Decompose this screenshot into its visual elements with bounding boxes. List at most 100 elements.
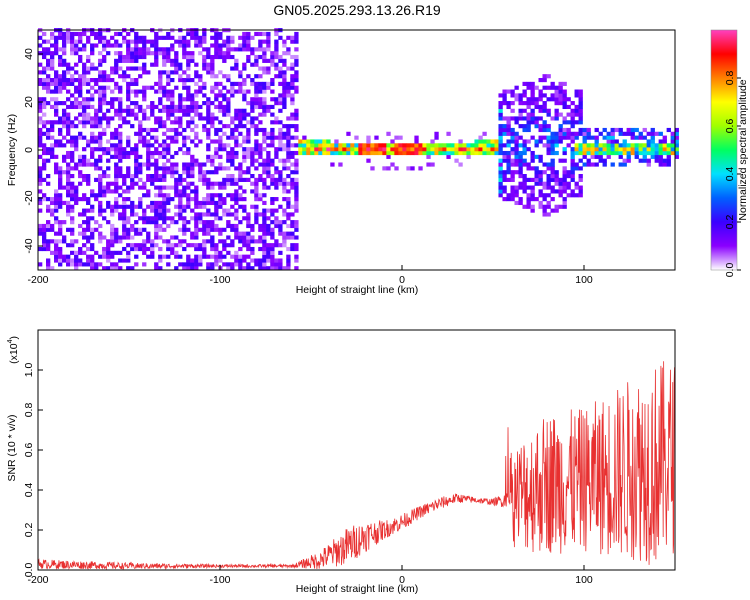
heatmap-cell-1917 (258, 150, 263, 156)
heatmap-cell-869 (138, 231, 143, 236)
heatmap-cell-1911 (258, 197, 263, 202)
heatmap-cell-3036 (666, 127, 671, 133)
heatmap-cell-635 (110, 204, 115, 209)
heatmap-cell-2482 (498, 135, 503, 140)
heatmap-cell-1331 (190, 158, 195, 163)
heatmap-cell-1595 (218, 47, 223, 52)
heatmap-cell-1528 (214, 250, 219, 255)
heatmap-cell-2449 (478, 139, 483, 144)
heatmap-cell-1314 (186, 31, 191, 37)
heatmap-cell-1538 (214, 193, 219, 198)
heatmap-cell-2 (38, 231, 43, 236)
heatmap-cell-2819 (566, 143, 571, 148)
heatmap-cell-2008 (266, 70, 271, 75)
heatmap-cell-3014 (654, 131, 659, 136)
heatmap-cell-1081 (162, 166, 167, 171)
heatmap-cell-2473 (498, 174, 503, 179)
heatmap-cell-1182 (174, 185, 179, 190)
heatmap-cell-179 (58, 204, 63, 209)
heatmap-cell-1342 (190, 78, 195, 83)
heatmap-cell-1979 (262, 47, 267, 52)
heatmap-cell-206 (58, 31, 63, 37)
heatmap-cell-145 (54, 170, 59, 175)
heatmap-cell-1276 (186, 266, 191, 271)
heatmap-cell-663 (114, 197, 119, 202)
heatmap-cell-1623 (222, 74, 227, 79)
heatmap-cell-1823 (246, 120, 251, 125)
heatmap-cell-2114 (278, 66, 283, 71)
heatmap-cell-1189 (174, 139, 179, 144)
heatmap-cell-67 (46, 266, 51, 271)
heatmap-cell-2844 (570, 112, 575, 117)
heatmap-cell-1540 (214, 170, 219, 175)
heatmap-cell-1222 (178, 131, 183, 136)
heatmap-cell-2706 (542, 78, 547, 83)
heatmap-cell-56 (42, 97, 47, 102)
heatmap-cell-2225 (294, 254, 299, 259)
heatmap-cell-859 (134, 58, 139, 63)
heatmap-cell-2949 (618, 154, 623, 159)
heatmap-cell-1622 (222, 85, 227, 90)
heatmap-cell-123 (50, 62, 55, 67)
heatmap-cell-2057 (274, 223, 279, 229)
colorbar-label: Normalized spectral amplitude (737, 79, 749, 220)
heatmap-cell-837 (134, 212, 139, 217)
heatmap-cell-198 (58, 81, 63, 86)
heatmap-cell-979 (150, 112, 155, 117)
heatmap-cell-809 (130, 200, 135, 206)
heatmap-cell-1069 (162, 220, 167, 225)
heatmap-cell-2271 (302, 143, 307, 148)
heatmap-cell-2035 (270, 158, 275, 163)
heatmap-cell-1215 (178, 197, 183, 202)
heatmap-cell-1836 (250, 258, 255, 263)
heatmap-cell-194 (58, 116, 63, 121)
heatmap-cell-2863 (578, 193, 583, 198)
heatmap-cell-1913 (258, 177, 263, 182)
heatmap-cell-213 (62, 200, 67, 206)
heatmap-cell-2219 (290, 62, 295, 67)
heatmap-cell-79 (46, 181, 51, 186)
heatmap-cell-2154 (282, 39, 287, 44)
heatmap-cell-437 (86, 120, 91, 125)
heatmap-cell-890 (138, 74, 143, 79)
spec-yticks-label-4: 40 (23, 48, 35, 60)
heatmap-cell-1560 (214, 35, 219, 40)
heatmap-cell-515 (98, 262, 103, 267)
heatmap-cell-2937 (610, 147, 615, 152)
heatmap-cell-2069 (274, 147, 279, 152)
heatmap-cell-2120 (282, 243, 287, 248)
heatmap-cell-2619 (526, 124, 531, 129)
heatmap-cell-1626 (222, 51, 227, 56)
heatmap-cell-1442 (202, 66, 207, 71)
heatmap-cell-441 (86, 101, 91, 106)
heatmap-cell-835 (134, 227, 139, 232)
heatmap-cell-709 (118, 143, 123, 148)
heatmap-cell-2763 (554, 116, 559, 121)
heatmap-cell-2359 (390, 147, 395, 152)
heatmap-cell-1697 (230, 35, 235, 40)
heatmap-cell-480 (90, 85, 95, 90)
heatmap-cell-1564 (218, 258, 223, 263)
heatmap-cell-2290 (322, 150, 327, 156)
heatmap-cell-773 (126, 185, 131, 190)
heatmap-cell-1231 (178, 78, 183, 83)
heatmap-cell-358 (78, 174, 83, 179)
heatmap-cell-1957 (262, 170, 267, 175)
heatmap-cell-655 (114, 250, 119, 255)
heatmap-cell-2542 (510, 131, 515, 136)
heatmap-cell-285 (70, 220, 75, 225)
heatmap-cell-2977 (634, 147, 639, 152)
heatmap-cell-1510 (210, 120, 215, 125)
heatmap-cell-923 (142, 66, 147, 71)
heatmap-cell-472 (90, 135, 95, 140)
heatmap-cell-1310 (186, 54, 191, 60)
heatmap-cell-820 (130, 89, 135, 94)
heatmap-cell-1396 (198, 216, 203, 221)
heatmap-cell-2366 (394, 135, 399, 140)
heatmap-cell-917 (142, 108, 147, 113)
heatmap-cell-2264 (294, 31, 299, 37)
heatmap-cell-557 (98, 31, 103, 37)
heatmap-cell-1517 (210, 70, 215, 75)
heatmap-cell-621 (106, 39, 111, 44)
